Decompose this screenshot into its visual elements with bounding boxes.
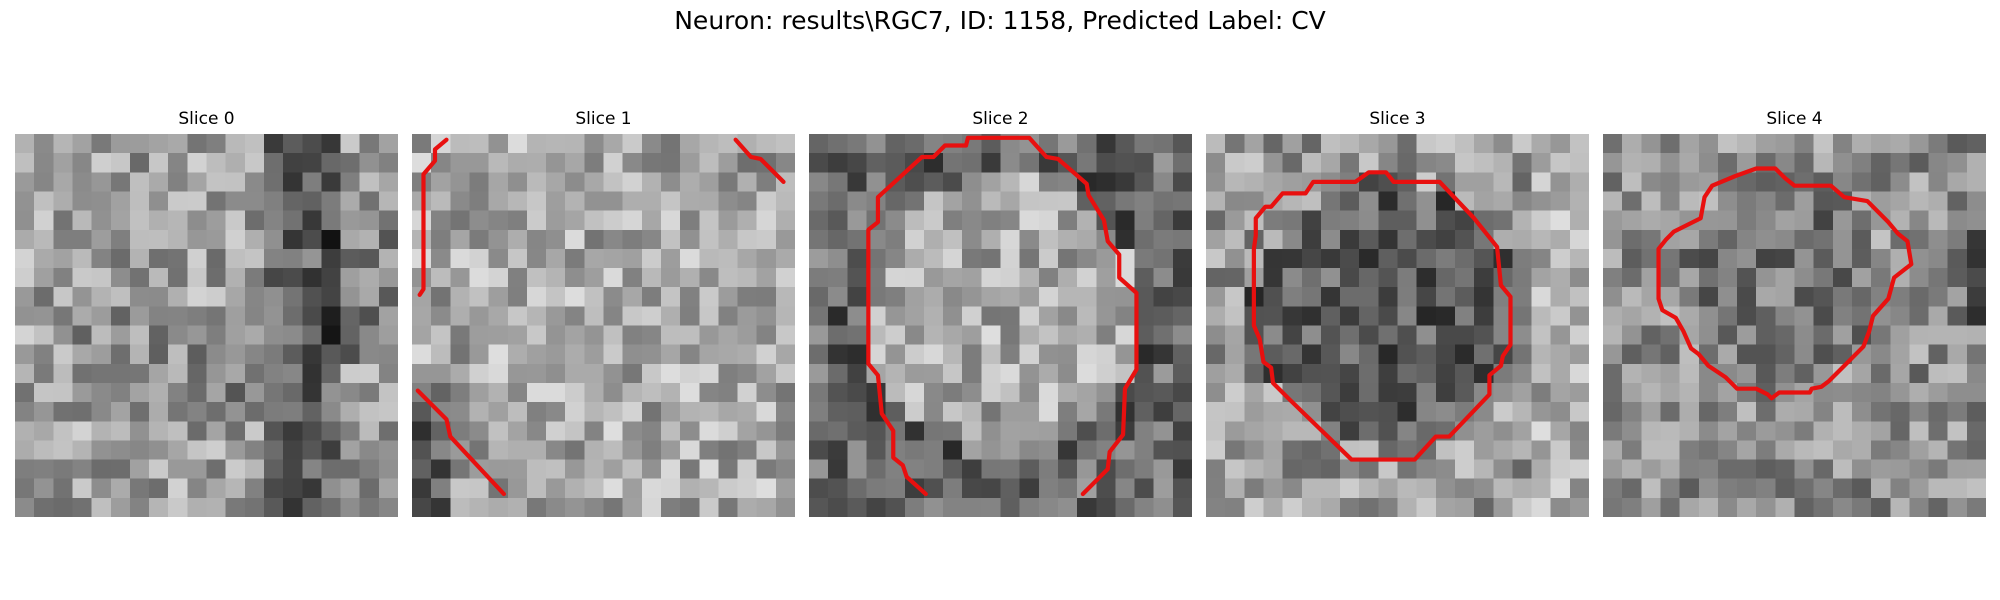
slice-title: Slice 3 <box>1369 109 1426 129</box>
slice-image <box>15 134 398 517</box>
slice-image <box>1603 134 1986 517</box>
pixel-grid <box>809 134 1192 517</box>
slice-title: Slice 0 <box>178 109 235 129</box>
pixel-grid <box>15 134 398 517</box>
cell-contour-line <box>417 137 449 297</box>
pixel-grid <box>412 134 795 517</box>
slice-panel-4: Slice 4 <box>1603 108 1986 517</box>
figure-title: Neuron: results\RGC7, ID: 1158, Predicte… <box>674 6 1326 35</box>
slice-image <box>809 134 1192 517</box>
pixel-grid <box>1206 134 1589 517</box>
cell-contour-line <box>866 135 1139 497</box>
cell-contour-line <box>1656 166 1914 401</box>
slice-panel-0: Slice 0 <box>15 108 398 517</box>
slice-title: Slice 2 <box>972 109 1029 129</box>
slice-panel-2: Slice 2 <box>809 108 1192 517</box>
slice-panel-1: Slice 1 <box>412 108 795 517</box>
cell-contour-line <box>733 137 786 184</box>
slice-title: Slice 1 <box>575 109 632 129</box>
slice-title: Slice 4 <box>1766 109 1823 129</box>
slice-image <box>1206 134 1589 517</box>
cell-contour-line <box>415 388 507 497</box>
slice-image <box>412 134 795 517</box>
slice-panel-3: Slice 3 <box>1206 108 1589 517</box>
cell-contour-line <box>1251 170 1513 462</box>
pixel-grid <box>1603 134 1986 517</box>
